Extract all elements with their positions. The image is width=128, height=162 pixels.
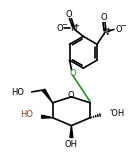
- Text: HO: HO: [11, 88, 24, 97]
- Text: −: −: [120, 23, 126, 29]
- Text: +: +: [73, 23, 79, 29]
- Text: HO: HO: [20, 110, 33, 119]
- Polygon shape: [41, 115, 53, 118]
- Text: O: O: [116, 25, 122, 34]
- Polygon shape: [42, 89, 53, 103]
- Text: 'OH: 'OH: [109, 109, 124, 118]
- Text: OH: OH: [65, 140, 78, 149]
- Text: −: −: [61, 23, 67, 29]
- Text: O: O: [67, 91, 74, 100]
- Text: +: +: [105, 27, 111, 33]
- Text: O: O: [101, 13, 107, 22]
- Text: O: O: [69, 69, 76, 78]
- Text: O: O: [56, 24, 63, 33]
- Text: N: N: [70, 24, 77, 33]
- Text: O: O: [65, 10, 72, 19]
- Text: N: N: [102, 28, 108, 37]
- Polygon shape: [70, 126, 73, 138]
